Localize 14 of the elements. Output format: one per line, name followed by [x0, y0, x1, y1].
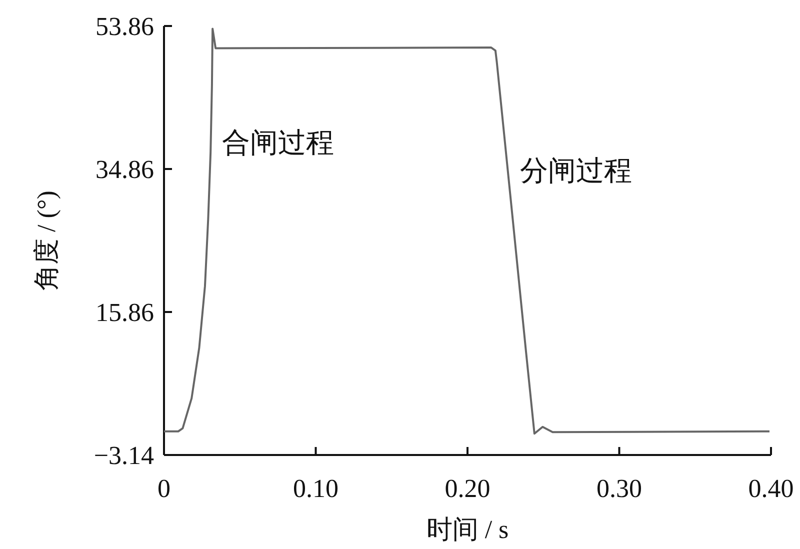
x-tick-label: 0.10 — [293, 474, 338, 503]
x-tick-label: 0.30 — [596, 474, 642, 503]
y-axis-title: 角度 / (°) — [32, 190, 61, 290]
line-series — [163, 28, 770, 435]
annotation: 分闸过程 — [520, 156, 632, 187]
y-tick-label: 34.86 — [96, 155, 154, 184]
y-tick-label: −3.14 — [94, 441, 154, 470]
x-tick-label: 0.40 — [748, 474, 794, 503]
x-tick-label: 0 — [158, 474, 170, 503]
y-tick-label: 53.86 — [96, 12, 154, 41]
x-tick-label: 0.20 — [444, 474, 490, 503]
annotation: 合闸过程 — [222, 128, 334, 159]
x-axis-title: 时间 / s — [426, 515, 509, 544]
y-tick-label: 15.86 — [96, 298, 154, 327]
